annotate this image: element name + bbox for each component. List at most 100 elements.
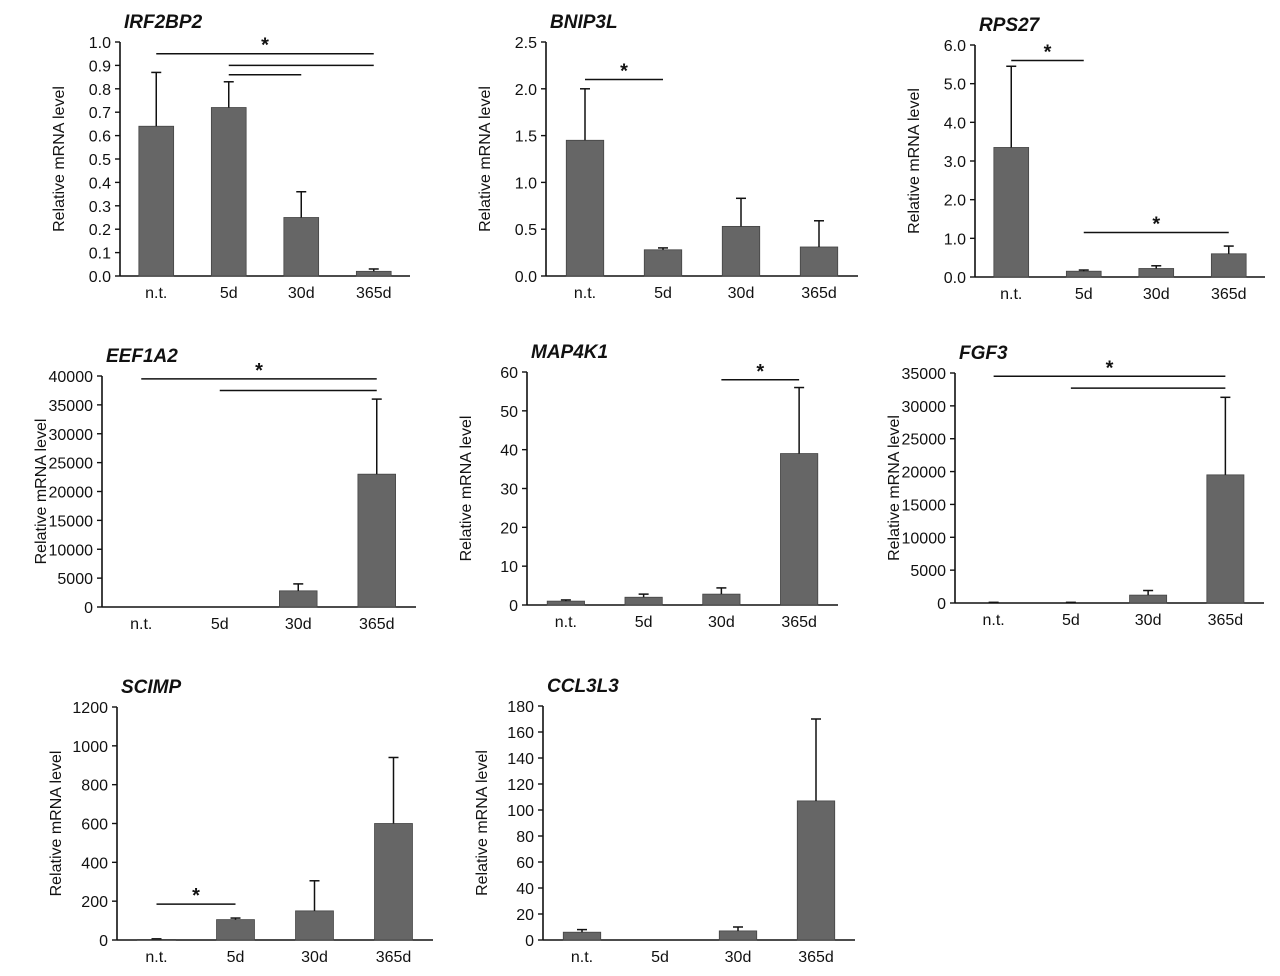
chart-title: RPS27 (979, 15, 1041, 36)
y-tick-label: 3.0 (944, 154, 966, 171)
y-tick-label: 0.0 (944, 270, 966, 287)
bar (780, 453, 819, 606)
significance-star: * (261, 35, 269, 57)
x-category-label: n.t. (1000, 286, 1022, 303)
y-axis-label: Relative mRNA level (48, 751, 65, 897)
y-tick-label: 0 (84, 600, 93, 617)
x-category-label: n.t. (983, 612, 1005, 629)
x-category-label: 30d (1135, 612, 1162, 629)
y-tick-label: 60 (516, 855, 534, 872)
y-tick-label: 20000 (902, 465, 947, 482)
y-tick-label: 25000 (49, 456, 94, 473)
y-tick-label: 0.0 (89, 269, 111, 286)
x-category-label: 5d (654, 285, 672, 302)
chart-title: SCIMP (121, 677, 182, 698)
significance-star: * (1044, 41, 1052, 63)
x-category-label: n.t. (145, 949, 167, 966)
y-tick-label: 20 (516, 907, 534, 924)
y-tick-label: 0.5 (89, 152, 111, 169)
y-tick-label: 0.4 (89, 175, 111, 192)
y-tick-label: 30 (500, 482, 518, 499)
y-axis-label: Relative mRNA level (906, 88, 923, 234)
x-category-label: 30d (725, 949, 752, 966)
bar (562, 931, 602, 941)
x-category-label: 5d (227, 949, 245, 966)
y-axis-label: Relative mRNA level (458, 416, 475, 562)
x-category-label: 365d (1208, 612, 1244, 629)
x-category-label: 5d (651, 949, 669, 966)
y-tick-label: 800 (81, 778, 108, 795)
bar (721, 225, 761, 277)
y-tick-label: 200 (81, 894, 108, 911)
bar (799, 246, 839, 277)
x-category-label: 30d (285, 616, 312, 633)
significance-star: * (1152, 214, 1160, 236)
x-category-label: 5d (1075, 286, 1093, 303)
y-tick-label: 5000 (910, 563, 946, 580)
y-tick-label: 1000 (72, 739, 108, 756)
y-tick-label: 25000 (902, 432, 947, 449)
y-tick-label: 15000 (49, 513, 94, 530)
significance-star: * (620, 60, 628, 82)
chart-title: MAP4K1 (531, 342, 608, 363)
chart-title: BNIP3L (550, 12, 618, 33)
bar (796, 800, 836, 941)
x-category-label: 365d (376, 949, 412, 966)
significance-star: * (756, 361, 764, 383)
bar (565, 139, 605, 277)
y-tick-label: 0 (525, 933, 534, 950)
y-tick-label: 15000 (902, 497, 947, 514)
y-tick-label: 20 (500, 520, 518, 537)
y-tick-label: 1.0 (89, 35, 111, 52)
bar (374, 823, 413, 941)
y-tick-label: 2.0 (944, 193, 966, 210)
chart-panel: MAP4K1 Relative mRNA level 0 10 20 30 40 50 60 n.… (458, 342, 838, 631)
x-category-label: 5d (1062, 612, 1080, 629)
y-axis-label: Relative mRNA level (477, 86, 494, 232)
y-tick-label: 120 (507, 777, 534, 794)
y-tick-label: 50 (500, 404, 518, 421)
y-axis-label: Relative mRNA level (886, 415, 903, 561)
y-axis-label: Relative mRNA level (33, 419, 50, 565)
x-category-label: n.t. (130, 616, 152, 633)
y-tick-label: 0.7 (89, 105, 111, 122)
significance-star: * (255, 360, 263, 382)
y-tick-label: 1.0 (944, 231, 966, 248)
y-tick-label: 5.0 (944, 77, 966, 94)
bar (993, 147, 1030, 278)
y-tick-label: 10000 (49, 542, 94, 559)
bar (1065, 270, 1102, 278)
y-tick-label: 40000 (49, 369, 94, 386)
x-category-label: 5d (211, 616, 229, 633)
x-category-label: 30d (301, 949, 328, 966)
y-axis-label: Relative mRNA level (474, 750, 491, 896)
x-category-label: 30d (288, 285, 315, 302)
y-tick-label: 0.0 (515, 269, 537, 286)
bar (279, 590, 318, 608)
x-category-label: n.t. (555, 614, 577, 631)
chart-title: FGF3 (959, 343, 1008, 364)
bar (643, 249, 683, 277)
y-tick-label: 2.0 (515, 82, 537, 99)
chart-panel: SCIMP Relative mRNA level 0 200 400 600 800 100… (48, 677, 433, 966)
y-tick-label: 40 (516, 881, 534, 898)
bar (295, 910, 334, 941)
y-tick-label: 60 (500, 365, 518, 382)
y-tick-label: 0.1 (89, 246, 111, 263)
y-tick-label: 0.9 (89, 58, 111, 75)
y-tick-label: 80 (516, 829, 534, 846)
bar (1129, 594, 1168, 604)
y-tick-label: 400 (81, 855, 108, 872)
chart-panel: CCL3L3 Relative mRNA level 0 20 40 60 80 100 120… (474, 676, 855, 966)
significance-star: * (1106, 357, 1114, 379)
y-tick-label: 0.3 (89, 199, 111, 216)
y-tick-label: 0.8 (89, 82, 111, 99)
bar (355, 270, 392, 277)
y-tick-label: 10000 (902, 530, 947, 547)
y-tick-label: 600 (81, 817, 108, 834)
chart-panel: RPS27 Relative mRNA level 0.0 1.0 2.0 3.0 4.0 5… (906, 15, 1265, 303)
y-tick-label: 6.0 (944, 38, 966, 55)
x-category-label: 365d (356, 285, 392, 302)
y-tick-label: 0.5 (515, 222, 537, 239)
y-tick-label: 30000 (902, 399, 947, 416)
